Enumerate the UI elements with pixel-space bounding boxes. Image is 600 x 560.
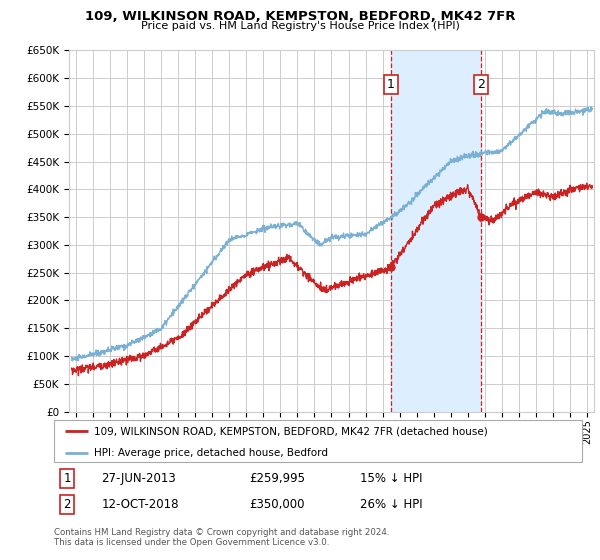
FancyBboxPatch shape [54,420,582,462]
Text: £350,000: £350,000 [250,498,305,511]
Text: 15% ↓ HPI: 15% ↓ HPI [360,472,423,485]
Text: 109, WILKINSON ROAD, KEMPSTON, BEDFORD, MK42 7FR (detached house): 109, WILKINSON ROAD, KEMPSTON, BEDFORD, … [94,426,487,436]
Bar [391,50,481,412]
Text: Price paid vs. HM Land Registry's House Price Index (HPI): Price paid vs. HM Land Registry's House … [140,21,460,31]
Text: 12-OCT-2018: 12-OCT-2018 [101,498,179,511]
Text: 2: 2 [64,498,71,511]
Text: Contains HM Land Registry data © Crown copyright and database right 2024.
This d: Contains HM Land Registry data © Crown c… [54,528,389,547]
Text: 2: 2 [478,78,485,91]
Text: 26% ↓ HPI: 26% ↓ HPI [360,498,423,511]
Text: 27-JUN-2013: 27-JUN-2013 [101,472,176,485]
Text: 109, WILKINSON ROAD, KEMPSTON, BEDFORD, MK42 7FR: 109, WILKINSON ROAD, KEMPSTON, BEDFORD, … [85,10,515,23]
Text: HPI: Average price, detached house, Bedford: HPI: Average price, detached house, Bedf… [94,448,328,458]
Text: 1: 1 [64,472,71,485]
Text: £259,995: £259,995 [250,472,305,485]
Text: 1: 1 [387,78,395,91]
